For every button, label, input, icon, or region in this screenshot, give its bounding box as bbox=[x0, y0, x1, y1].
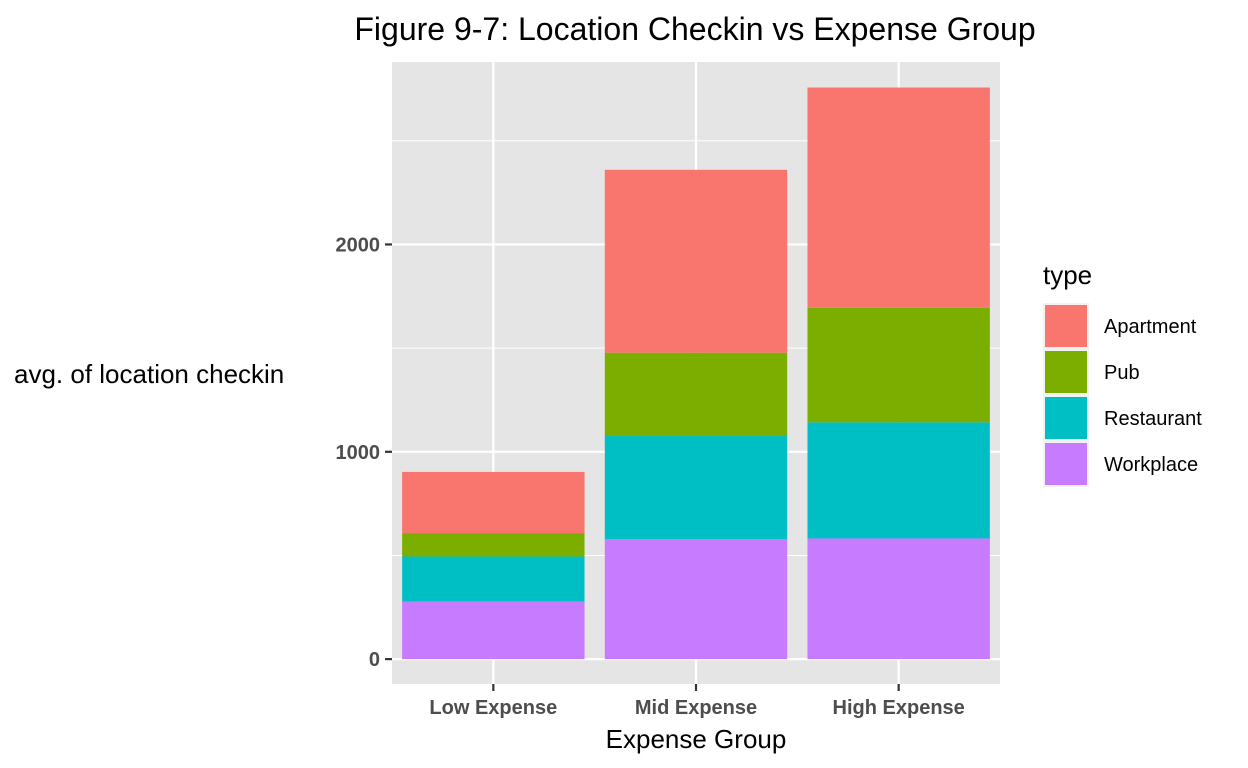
bar-segment-pub-low-expense bbox=[402, 533, 585, 557]
x-axis: Low Expense Mid Expense High Expense bbox=[429, 684, 965, 719]
legend-swatch-workplace bbox=[1045, 443, 1087, 485]
legend-title: type bbox=[1043, 260, 1092, 290]
y-tick-label: 2000 bbox=[336, 234, 381, 256]
legend-swatch-restaurant bbox=[1045, 397, 1087, 439]
bar-segment-restaurant-high-expense bbox=[807, 422, 990, 539]
y-axis-title: avg. of location checkin bbox=[14, 359, 284, 389]
bar-segment-pub-high-expense bbox=[807, 307, 990, 423]
bar-segment-workplace-low-expense bbox=[402, 601, 585, 660]
x-tick-label: High Expense bbox=[833, 697, 965, 719]
chart-title: Figure 9-7: Location Checkin vs Expense … bbox=[354, 11, 1035, 47]
bar-segment-restaurant-low-expense bbox=[402, 556, 585, 602]
x-tick-label: Mid Expense bbox=[635, 697, 757, 719]
bars bbox=[402, 87, 990, 660]
bar-segment-pub-mid-expense bbox=[604, 352, 788, 437]
bar-segment-apartment-low-expense bbox=[402, 471, 585, 534]
legend-label-apartment: Apartment bbox=[1104, 316, 1197, 338]
bar-segment-apartment-high-expense bbox=[807, 87, 990, 308]
legend-label-restaurant: Restaurant bbox=[1104, 408, 1202, 430]
x-axis-title: Expense Group bbox=[606, 724, 787, 754]
y-tick-label: 1000 bbox=[336, 442, 381, 464]
legend-swatch-pub bbox=[1045, 351, 1087, 393]
legend-label-pub: Pub bbox=[1104, 362, 1140, 384]
bar-segment-workplace-mid-expense bbox=[604, 539, 788, 660]
bar-segment-workplace-high-expense bbox=[807, 538, 990, 660]
legend-swatch-apartment bbox=[1045, 305, 1087, 347]
y-tick-label: 0 bbox=[369, 649, 380, 671]
legend-label-workplace: Workplace bbox=[1104, 454, 1198, 476]
x-tick-label: Low Expense bbox=[429, 697, 557, 719]
bar-segment-apartment-mid-expense bbox=[604, 169, 788, 353]
y-axis: 0 1000 2000 bbox=[336, 234, 392, 671]
bar-segment-restaurant-mid-expense bbox=[604, 436, 788, 540]
legend: type Apartment Pub Restaurant Workplace bbox=[1043, 260, 1202, 487]
